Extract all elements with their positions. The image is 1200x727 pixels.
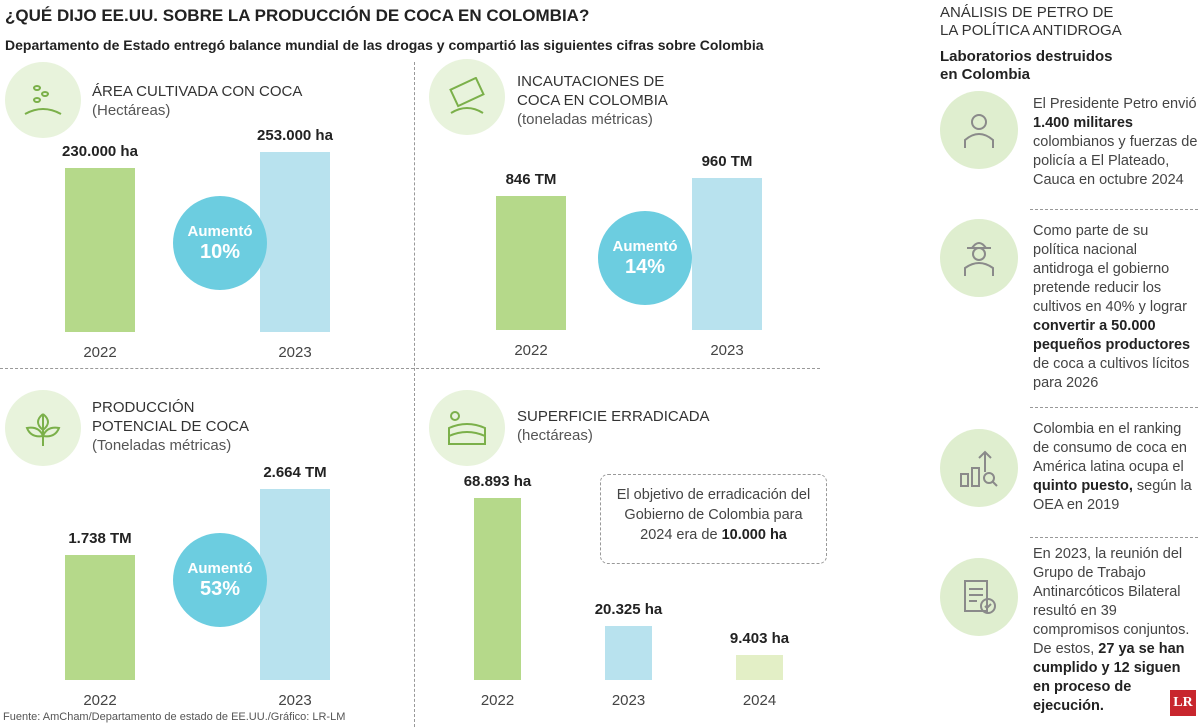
- chart-title: ÁREA CULTIVADA CON COCA: [92, 83, 303, 100]
- bar: [65, 555, 135, 680]
- bar: [605, 626, 652, 680]
- text-segment: 1.400 militares: [1033, 115, 1133, 131]
- value-label: 20.325 ha: [594, 601, 663, 619]
- text-segment: 10.000 ha: [721, 527, 787, 543]
- x-tick-label: 2023: [611, 692, 646, 709]
- sidebar-item: Como parte de su política nacional antid…: [1033, 222, 1198, 393]
- bar: [496, 196, 566, 330]
- bar: [474, 498, 521, 680]
- annotation-text: 53%: [199, 578, 241, 600]
- page-subtitle: Departamento de Estado entregó balance m…: [5, 37, 764, 53]
- sidebar-title: ANÁLISIS DE PETRO DE LA POLÍTICA ANTIDRO…: [940, 4, 1122, 39]
- page-title: ¿QUÉ DIJO EE.UU. SOBRE LA PRODUCCIÓN DE …: [5, 6, 590, 25]
- text-segment: colombianos y fuerzas de policía a El Pl…: [1033, 134, 1198, 188]
- source: Fuente: AmCham/Departamento de estado de…: [3, 711, 346, 723]
- text-segment: de coca a cultivos lícitos para 2026: [1033, 356, 1190, 391]
- text-segment: según la OEA en 2019: [1033, 478, 1192, 513]
- value-label: 9.403 ha: [729, 630, 790, 648]
- divider: [1030, 209, 1198, 210]
- bar: [736, 655, 783, 680]
- icon: [5, 62, 81, 138]
- icon-graphic: [449, 77, 485, 114]
- icon-graphic: [964, 114, 994, 148]
- annotation-text: 14%: [624, 256, 666, 278]
- x-tick-label: 2022: [514, 342, 548, 359]
- icon: [940, 219, 1018, 297]
- x-tick-label: 2023: [278, 692, 312, 709]
- annotation-circle: Aumentó 14%: [598, 211, 692, 305]
- divider: [1030, 537, 1198, 538]
- icon-graphic: [964, 580, 996, 614]
- chart-subtitle: (Toneladas métricas): [92, 437, 232, 454]
- value-label: 2.664 TM: [263, 464, 327, 481]
- value-label: 1.738 TM: [68, 530, 132, 548]
- chart-title: SUPERFICIE ERRADICADA: [517, 408, 710, 425]
- value-label: 230.000 ha: [62, 143, 138, 161]
- icon-graphic: [448, 411, 486, 445]
- value-label: 960 TM: [701, 153, 753, 170]
- x-tick-label: 2024: [742, 692, 777, 709]
- icon-graphic: [25, 413, 61, 446]
- text-segment: quinto puesto,: [1033, 478, 1133, 494]
- sidebar-item: El Presidente Petro envió 1.400 militare…: [1033, 95, 1198, 190]
- divider: [0, 368, 820, 369]
- annotation-circle: Aumentó 10%: [173, 196, 267, 290]
- icon: [940, 91, 1018, 169]
- chart-subtitle: (toneladas métricas): [517, 111, 653, 128]
- x-tick-label: 2022: [83, 692, 117, 709]
- sidebar-subtitle: Laboratorios destruidos en Colombia: [940, 48, 1113, 83]
- x-tick-label: 2022: [480, 692, 515, 709]
- bar: [65, 168, 135, 332]
- x-tick-label: 2023: [278, 344, 312, 361]
- annotation-circle: Aumentó 53%: [173, 533, 267, 627]
- icon-graphic: [24, 85, 62, 115]
- value-label: 253.000 ha: [257, 127, 333, 144]
- icon: [429, 390, 505, 466]
- chart-subtitle: (Hectáreas): [92, 102, 171, 119]
- chart-title: PRODUCCIÓN POTENCIAL DE COCA: [92, 399, 249, 435]
- annotation-text: Aumentó: [612, 238, 678, 255]
- chart-title: INCAUTACIONES DE COCA EN COLOMBIA: [517, 73, 668, 109]
- bar: [692, 178, 762, 330]
- text-segment: En 2023, la reunión del Grupo de Trabajo…: [1033, 546, 1190, 657]
- icon: [940, 558, 1018, 636]
- text-segment: Colombia en el ranking de consumo de coc…: [1033, 421, 1187, 475]
- chart-subtitle: (hectáreas): [517, 427, 593, 444]
- text-segment: El Presidente Petro envió: [1033, 96, 1197, 112]
- x-tick-label: 2023: [710, 342, 744, 359]
- text-segment: El objetivo de erradicación del Gobierno…: [616, 487, 811, 543]
- icon: [429, 59, 505, 135]
- sidebar-item: En 2023, la reunión del Grupo de Trabajo…: [1033, 545, 1198, 716]
- annotation-text: Aumentó: [187, 223, 253, 240]
- text-segment: 27 ya se han cumplido y 12 siguen en pro…: [1033, 641, 1185, 714]
- icon: [940, 429, 1018, 507]
- value-label: 68.893 ha: [463, 473, 532, 490]
- icon-graphic: [964, 242, 994, 276]
- bar: [260, 489, 330, 680]
- x-tick-label: 2022: [83, 344, 117, 361]
- text-segment: Como parte de su política nacional antid…: [1033, 223, 1187, 315]
- text-segment: convertir a 50.000 pequeños productores: [1033, 318, 1191, 353]
- logo: LR: [1170, 690, 1196, 716]
- note-box: El objetivo de erradicación del Gobierno…: [600, 474, 827, 564]
- icon: [5, 390, 81, 466]
- annotation-text: 10%: [199, 241, 241, 263]
- icon-graphic: [960, 450, 998, 487]
- divider: [1030, 407, 1198, 408]
- value-label: 846 TM: [505, 171, 557, 189]
- sidebar-item: Colombia en el ranking de consumo de coc…: [1033, 420, 1198, 515]
- bar: [260, 152, 330, 332]
- annotation-text: Aumentó: [187, 560, 253, 577]
- divider: [414, 62, 415, 727]
